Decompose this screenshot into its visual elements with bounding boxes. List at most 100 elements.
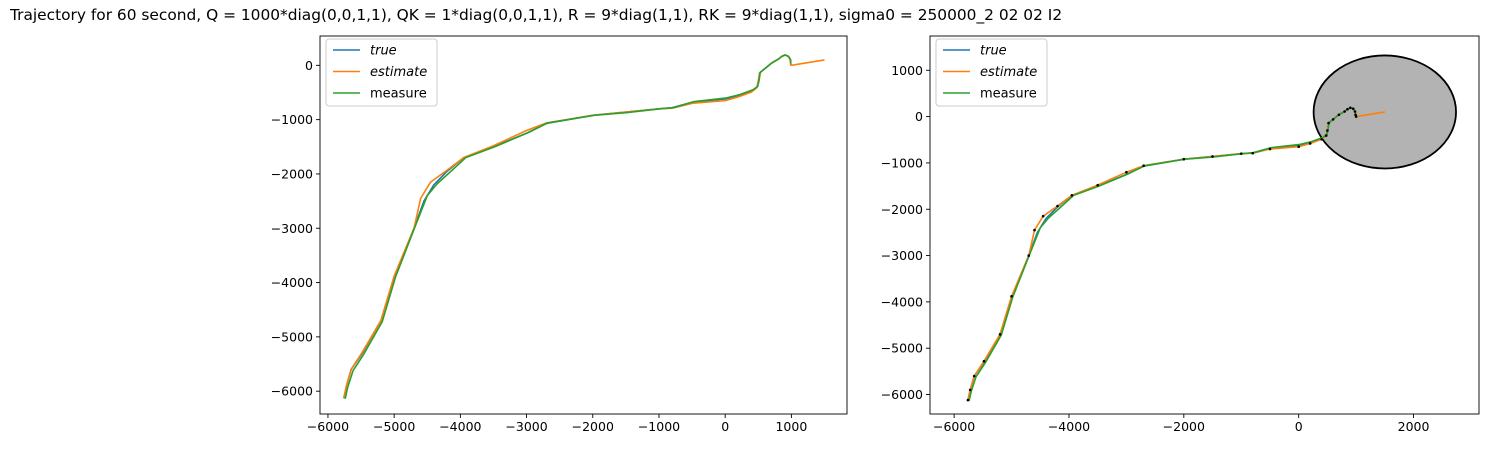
y-tick: −2000 (271, 166, 320, 181)
estimate-marker (1337, 113, 1341, 117)
plot-area (343, 54, 825, 399)
legend-label-true: true (980, 44, 1007, 59)
x-tick: −3000 (505, 414, 548, 434)
covariance-ellipse (1312, 54, 1457, 170)
y-tick: −4000 (881, 294, 930, 309)
estimate-marker (972, 374, 976, 378)
estimate-marker (1268, 147, 1272, 151)
estimate-marker (1027, 254, 1031, 257)
x-tick-label: 2000 (1398, 419, 1430, 434)
y-tick: −4000 (271, 275, 320, 290)
estimate-marker (1351, 107, 1355, 111)
estimate-marker (968, 388, 972, 392)
estimate-marker (1349, 106, 1352, 110)
x-tick-label: −6000 (307, 419, 349, 434)
x-tick: −4000 (439, 414, 482, 434)
x-tick-label: 1000 (775, 419, 807, 434)
legend-label-measure: measure (980, 87, 1037, 102)
series-measure (344, 54, 792, 399)
estimate-marker (1096, 183, 1099, 187)
y-tick: −5000 (881, 341, 930, 356)
x-tick: −2000 (1163, 414, 1205, 434)
x-tick: −1000 (638, 414, 680, 434)
estimate-marker (1070, 194, 1074, 197)
estimate-marker (1010, 295, 1013, 298)
y-tick: −3000 (271, 221, 320, 236)
estimate-marker (1308, 142, 1312, 145)
figure-title: Trajectory for 60 second, Q = 1000*diag(… (10, 6, 1063, 24)
y-tick-label: −6000 (271, 384, 313, 399)
right-plot: −6000 −4000 −2000 0 2000 1000 0 −1000 −2000 −3000… (881, 35, 1480, 434)
y-tick: −5000 (271, 329, 320, 344)
y-tick: −1000 (881, 155, 930, 170)
y-tick-label: −6000 (881, 387, 923, 402)
x-tick-label: −4000 (439, 419, 481, 434)
estimate-marker (966, 398, 970, 402)
series-true (967, 107, 1357, 401)
x-tick-label: −2000 (1163, 419, 1205, 434)
estimate-marker (1182, 157, 1186, 161)
x-tick: −4000 (1048, 414, 1090, 434)
x-tick: −6000 (307, 414, 349, 434)
x-tick: −2000 (572, 414, 614, 434)
estimate-marker (998, 333, 1002, 336)
x-tick: 0 (721, 414, 729, 434)
estimate-marker (1324, 134, 1328, 137)
x-tick-label: −4000 (1048, 419, 1090, 434)
y-tick: 0 (305, 58, 320, 73)
y-tick-label: −4000 (271, 275, 313, 290)
estimate-marker (1331, 118, 1335, 121)
y-tick-label: 0 (915, 109, 923, 124)
y-tick-label: −2000 (271, 166, 313, 181)
y-tick-label: −5000 (271, 329, 313, 344)
legend-label-estimate: estimate (980, 65, 1037, 80)
left-plot: −6000 −5000 −4000 −3000 −2000 −1000 0 1000 0 −100… (271, 35, 848, 434)
x-tick-label: −3000 (505, 419, 547, 434)
y-tick-label: −3000 (881, 248, 923, 263)
y-tick: −2000 (881, 202, 930, 217)
legend: true estimate measure (935, 38, 1048, 107)
y-tick: −1000 (271, 112, 320, 127)
legend-label-true: true (370, 44, 397, 59)
y-tick-label: −1000 (271, 112, 313, 127)
x-tick: 1000 (775, 414, 807, 434)
y-tick: 1000 (891, 63, 930, 78)
x-tick: −5000 (373, 414, 415, 434)
estimate-marker (1239, 152, 1243, 155)
estimate-marker (1353, 110, 1357, 113)
y-tick-label: 1000 (891, 63, 923, 78)
y-tick-label: −5000 (881, 341, 923, 356)
estimate-marker (1211, 155, 1214, 158)
y-tick: 0 (915, 109, 930, 124)
estimate-marker (1326, 129, 1329, 132)
x-tick: 2000 (1398, 414, 1430, 434)
estimate-marker (1354, 115, 1358, 118)
legend-frame (325, 38, 438, 107)
estimate-marker (1125, 170, 1128, 174)
x-tick: −6000 (933, 414, 975, 434)
legend-label-measure: measure (370, 87, 427, 102)
legend: true estimate measure (325, 38, 438, 107)
x-tick-label: −1000 (638, 419, 680, 434)
estimate-marker (1346, 107, 1349, 111)
estimate-marker (1343, 110, 1346, 113)
axes-frame (319, 35, 848, 415)
y-tick-label: −4000 (881, 294, 923, 309)
y-tick-label: −2000 (881, 202, 923, 217)
estimate-marker (1056, 204, 1059, 208)
legend-label-estimate: estimate (370, 65, 427, 80)
x-tick-label: −6000 (933, 419, 975, 434)
x-tick-label: 0 (721, 419, 729, 434)
estimate-marker (1142, 164, 1145, 168)
series-measure (968, 107, 1357, 402)
legend-frame (935, 38, 1048, 107)
x-tick-label: −2000 (572, 419, 614, 434)
x-tick-label: −5000 (373, 419, 415, 434)
estimate-marker (1041, 214, 1045, 218)
y-tick-label: 0 (305, 58, 313, 73)
estimate-marker (1033, 228, 1036, 232)
y-tick-label: −1000 (881, 155, 923, 170)
estimate-marker (1251, 151, 1255, 155)
y-tick: −3000 (881, 248, 930, 263)
